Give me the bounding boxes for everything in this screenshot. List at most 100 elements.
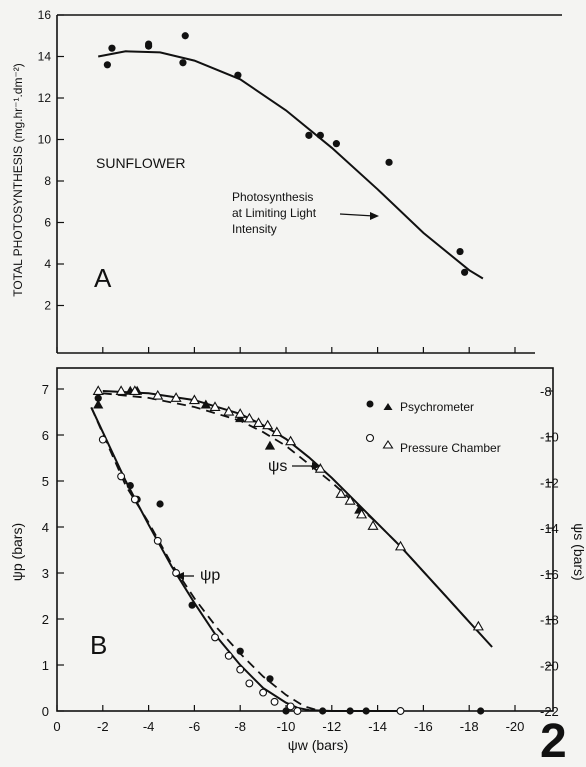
panel-a: 2 4 6 8 10 12 14 16 TOTAL PHOTOSYNTHESIS (mg.hr… <box>11 8 562 354</box>
panel-a-y-tick-label: 6 <box>44 216 51 230</box>
annotation-line-3: Intensity <box>232 222 277 236</box>
pressure-chamber-point <box>293 707 302 715</box>
pressure-chamber-triangle-point <box>271 426 283 437</box>
panel-b-y2-tick-label: -20 <box>540 658 559 673</box>
pressure-chamber-triangle-point <box>252 417 265 427</box>
psychrometer-point <box>126 482 134 490</box>
pressure-chamber-triangle-point <box>129 385 141 395</box>
panel-b-x-tick-label: -10 <box>277 719 296 734</box>
panel-a-y-tick-label: 2 <box>44 299 51 313</box>
panel-b-y2-tick-label: -14 <box>540 521 559 536</box>
panel-b-frame-box <box>56 367 554 712</box>
panel-b-points <box>92 385 485 715</box>
pressure-chamber-triangle-point <box>314 463 326 473</box>
pressure-chamber-point <box>270 697 279 706</box>
psychrometer-point <box>477 707 485 715</box>
panel-a-ticks: 2 4 6 8 10 12 14 16 <box>38 8 516 353</box>
pressure-chamber-point <box>224 651 233 660</box>
panel-a-y-tick-label: 4 <box>44 257 51 271</box>
psychrometer-point <box>156 500 164 508</box>
pressure-chamber-point <box>130 495 139 504</box>
panel-b-x-tick-label: -20 <box>506 719 525 734</box>
legend-pressure-chamber: Pressure Chamber <box>400 441 501 455</box>
psi-s-arrow <box>292 462 321 470</box>
photosynthesis-annotation: Photosynthesis at Limiting Light Intensi… <box>232 190 319 236</box>
pressure-chamber-point <box>286 702 295 711</box>
panel-b-y2label: ψs (bars) <box>571 523 586 580</box>
psychrometer-point <box>94 394 102 402</box>
panel-a-frame <box>56 14 562 354</box>
panel-a-data-point <box>103 61 111 69</box>
pressure-chamber-point <box>245 679 254 688</box>
psychrometer-point <box>266 675 274 683</box>
panel-b-y-tick-label: 6 <box>42 428 49 443</box>
pressure-chamber-triangle-point <box>188 394 200 405</box>
pressure-chamber-triangle-point <box>243 412 255 423</box>
panel-a-y-tick-label: 10 <box>38 133 52 147</box>
panel-b-y2-tick-label: -22 <box>540 704 559 719</box>
pressure-chamber-point <box>153 536 162 545</box>
panel-b-x-tick-label: -12 <box>322 719 341 734</box>
panel-b-x-tick-label: -8 <box>234 719 246 734</box>
pressure-chamber-triangle-point <box>209 401 221 411</box>
pressure-chamber-point <box>98 435 107 444</box>
panel-b-y2-tick-label: -12 <box>540 475 559 490</box>
panel-b-x-tick-label: 0 <box>53 719 60 734</box>
pressure-chamber-point <box>211 633 219 642</box>
panel-a-data-point <box>461 268 469 276</box>
panel-b-xlabel: ψw (bars) <box>288 737 349 753</box>
psychrometer-point <box>236 647 244 655</box>
panel-a-data-point <box>179 59 187 67</box>
panel-b-y-tick-label: 5 <box>42 474 49 489</box>
panel-b-x-tick-label: -14 <box>368 719 387 734</box>
panel-a-data-point <box>108 44 116 52</box>
figure-number: 2 <box>540 715 567 767</box>
pressure-chamber-triangle-point <box>394 540 407 551</box>
psychrometer-point <box>362 707 370 715</box>
pressure-chamber-triangle-point <box>335 488 347 498</box>
panel-a-y-tick-label: 8 <box>44 174 51 188</box>
psi-p-curve-label: ψp <box>200 567 220 584</box>
annotation-line-1: Photosynthesis <box>232 190 313 204</box>
annotation-line-2: at Limiting Light <box>232 206 317 220</box>
psychrometer-point <box>346 707 354 715</box>
panel-b-x-tick-label: -2 <box>97 719 109 734</box>
panel-b-x-tick-label: -16 <box>414 719 433 734</box>
panel-a-data-point <box>305 131 313 139</box>
panel-a-ylabel: TOTAL PHOTOSYNTHESIS (mg.hr⁻¹.dm⁻²) <box>11 63 25 297</box>
panel-b-dashed-curve <box>102 392 470 623</box>
panel-b-x-tick-label: -18 <box>460 719 479 734</box>
panel-a-data-point <box>316 131 324 139</box>
psi-p-arrow <box>175 572 194 580</box>
pressure-chamber-triangle-point <box>262 419 274 430</box>
panel-b-curves <box>90 390 493 712</box>
panel-b-y-tick-label: 7 <box>42 382 49 397</box>
panel-b-y-tick-label: 3 <box>42 566 49 581</box>
panel-a-label: A <box>94 263 112 293</box>
panel-a-data-point <box>181 32 189 40</box>
panel-a-y-tick-label: 16 <box>38 8 52 22</box>
pressure-chamber-point <box>236 665 245 674</box>
panel-a-points <box>103 32 469 276</box>
pressure-chamber-triangle-point <box>115 385 127 395</box>
panel-b-y-tick-label: 4 <box>42 520 49 535</box>
legend-open-circle <box>365 433 375 443</box>
panel-a-fit-curve <box>98 50 484 280</box>
panel-a-curve <box>98 50 484 280</box>
panel-b-y-tick-label: 0 <box>42 704 49 719</box>
panel-a-data-point <box>145 40 153 48</box>
pressure-chamber-point <box>259 688 268 697</box>
psi-s-curve-label: ψs <box>268 458 287 475</box>
panel-b-y2-tick-label: -16 <box>540 567 559 582</box>
panel-b-x-tick-label: -6 <box>189 719 201 734</box>
pressure-chamber-point <box>396 707 405 715</box>
panel-a-y-tick-label: 12 <box>38 91 52 105</box>
pressure-chamber-triangle-point <box>344 495 356 505</box>
panel-b-ticks: 0 1 2 3 4 5 6 7 -8 -10 -12 -14 -16 -18 -20 -22 0 -2 -4 -6 -8… <box>42 382 559 734</box>
legend-open-triangle <box>382 439 394 449</box>
pressure-chamber-triangle-point <box>152 389 164 400</box>
legend-filled-circle <box>366 400 374 408</box>
panel-b-y2-tick-label: -10 <box>540 430 559 445</box>
panel-a-data-point <box>332 140 340 148</box>
